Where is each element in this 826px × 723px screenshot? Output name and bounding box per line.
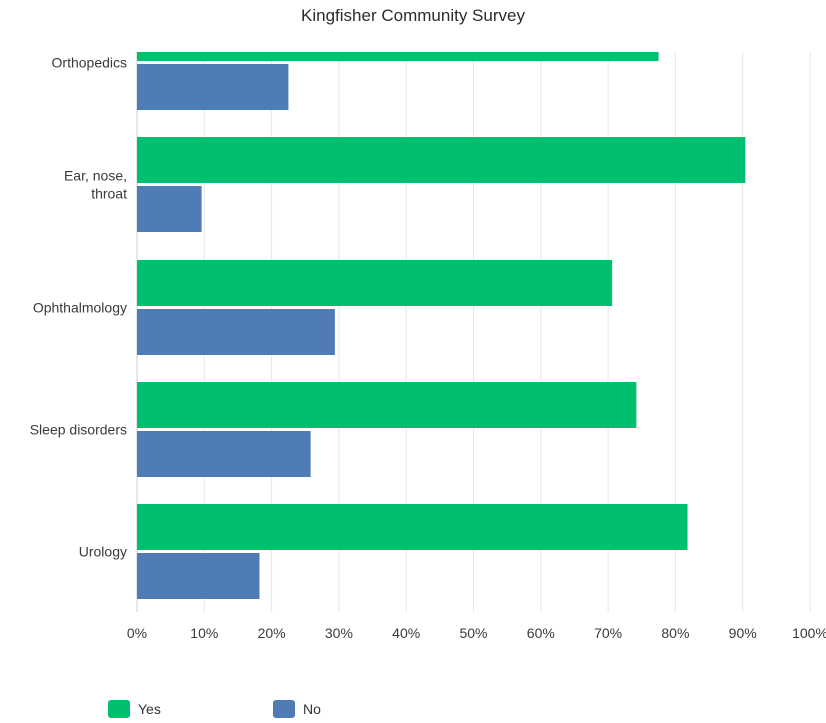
x-tick-label: 20% [258, 625, 286, 641]
chart-title: Kingfisher Community Survey [301, 6, 525, 25]
x-tick-label: 90% [729, 625, 757, 641]
category-labels: Orthopedics Ear, nose, throat Ophthalmology… [30, 55, 127, 560]
bar-yes-sleep-disorders [137, 382, 637, 428]
bar-yes-ear-nose-throat [137, 137, 746, 183]
category-label: Ear, nose, [64, 168, 127, 184]
x-tick-label: 30% [325, 625, 353, 641]
x-tick-label: 50% [459, 625, 487, 641]
x-tick-labels: 0% 10% 20% 30% 40% 50% 60% 70% 80% 90% 100% [127, 625, 826, 641]
bar-no-sleep-disorders [137, 431, 311, 477]
legend-label-no: No [303, 701, 321, 717]
category-label: Sleep disorders [30, 422, 127, 438]
category-label: Ophthalmology [33, 300, 127, 316]
legend-swatch-no [273, 700, 295, 718]
bar-yes-orthopedics [137, 52, 659, 61]
category-label: Orthopedics [52, 55, 127, 71]
x-tick-label: 10% [190, 625, 218, 641]
category-label: Urology [79, 544, 127, 560]
bar-no-ophthalmology [137, 309, 335, 355]
x-tick-label: 100% [792, 625, 826, 641]
legend-swatch-yes [108, 700, 130, 718]
bar-no-orthopedics [137, 64, 289, 110]
bar-no-urology [137, 553, 260, 599]
legend-label-yes: Yes [138, 701, 161, 717]
legend-item-no[interactable]: No [273, 700, 321, 718]
bar-yes-ophthalmology [137, 260, 613, 306]
legend-item-yes[interactable]: Yes [108, 700, 161, 718]
x-tick-label: 60% [527, 625, 555, 641]
category-label: throat [91, 186, 127, 202]
x-tick-label: 40% [392, 625, 420, 641]
bar-yes-urology [137, 504, 688, 550]
x-tick-label: 0% [127, 625, 147, 641]
x-tick-label: 80% [661, 625, 689, 641]
bars [137, 52, 746, 599]
x-tick-label: 70% [594, 625, 622, 641]
bar-no-ear-nose-throat [137, 186, 202, 232]
